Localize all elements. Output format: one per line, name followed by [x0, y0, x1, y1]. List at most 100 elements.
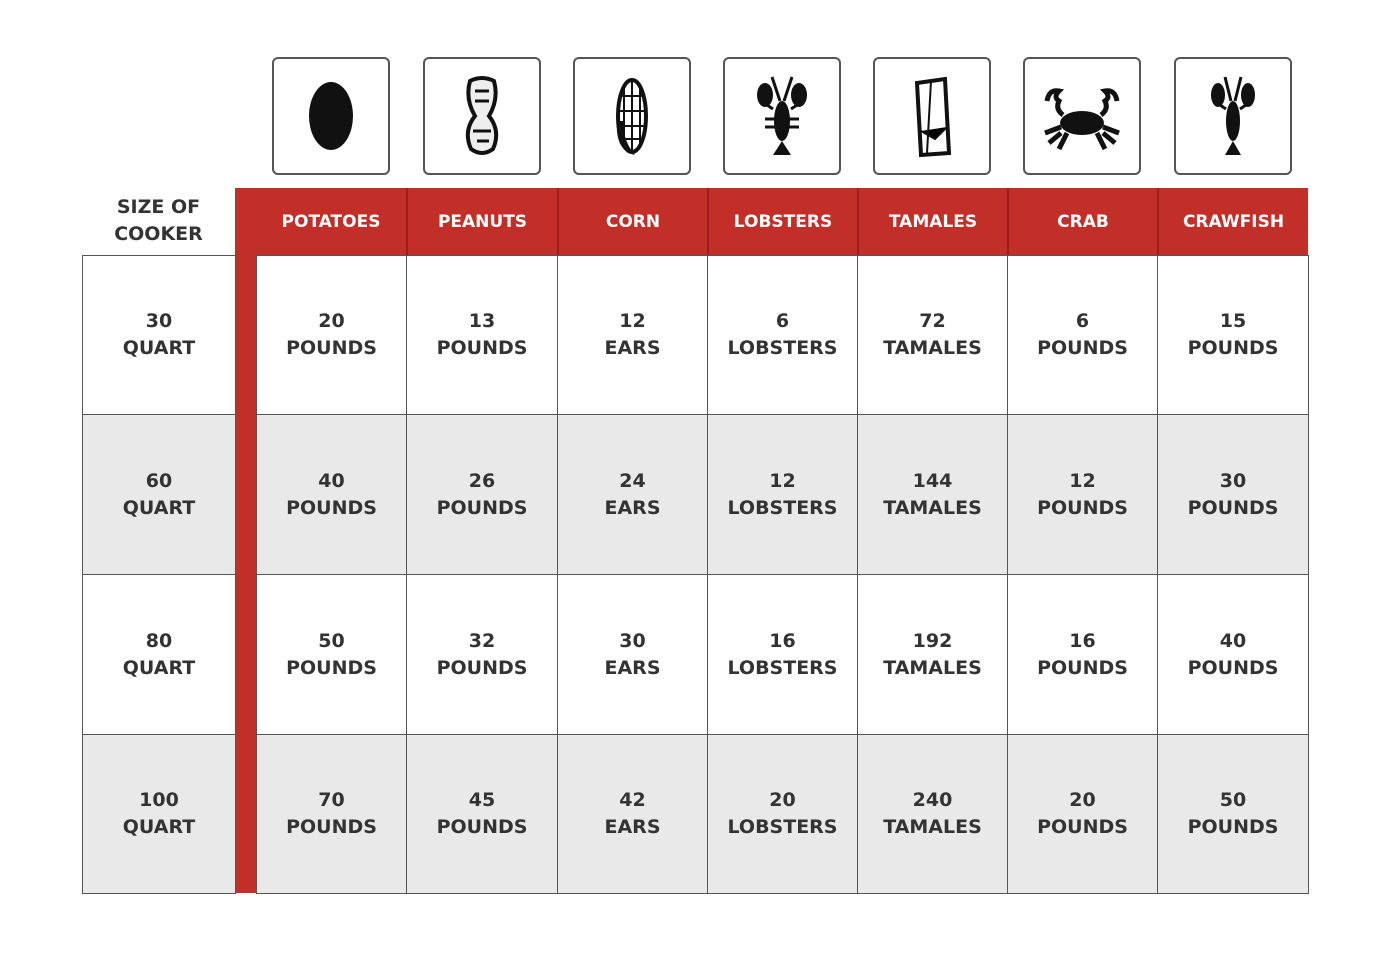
cell-quantity: 26 [468, 469, 496, 492]
table-cell-lobsters: 6 LOBSTERS [707, 255, 858, 415]
column-header-crawfish: CRAWFISH [1157, 188, 1308, 255]
cell-unit: POUNDS [286, 337, 377, 359]
row-header-cooker-size: 100 QUART [82, 734, 236, 894]
cell-unit: POUNDS [436, 816, 528, 838]
table-cell-tamales: 72 TAMALES [857, 255, 1008, 415]
cell-unit: POUNDS [1037, 656, 1128, 679]
table-cell-lobsters: 20 LOBSTERS [707, 734, 858, 894]
cooker-size-value: 100 [139, 789, 179, 811]
cell-unit: POUNDS [436, 337, 528, 359]
cell-unit: POUNDS [286, 496, 377, 519]
table-cell-crawfish: 50 POUNDS [1157, 734, 1309, 894]
table-cell-potatoes: 40 POUNDS [256, 414, 407, 575]
row-header-cooker-size: 30 QUART [82, 255, 236, 415]
cell-quantity: 6 [1075, 310, 1090, 332]
size-label-line1: SIZE OF [116, 196, 201, 218]
potato-icon-box [272, 57, 390, 175]
cell-quantity: 42 [619, 789, 646, 811]
cell-quantity: 30 [1219, 469, 1247, 492]
column-header-tamales: TAMALES [857, 188, 1007, 255]
row-header-cooker-size: 60 QUART [82, 414, 236, 575]
cell-quantity: 40 [318, 469, 345, 492]
cooker-size-value: 80 [145, 629, 173, 652]
table-cell-tamales: 240 TAMALES [857, 734, 1008, 894]
cell-quantity: 20 [1069, 789, 1096, 811]
lobster-icon-box [723, 57, 841, 175]
cooker-size-unit: QUART [122, 496, 196, 519]
cell-unit: POUNDS [436, 496, 528, 519]
size-label-line2: COOKER [114, 223, 203, 245]
table-cell-lobsters: 12 LOBSTERS [707, 414, 858, 575]
cell-quantity: 16 [769, 629, 796, 652]
table-cell-crab: 20 POUNDS [1007, 734, 1158, 894]
corn-icon [616, 78, 648, 155]
table-cell-lobsters: 16 LOBSTERS [707, 574, 858, 735]
cell-unit: LOBSTERS [727, 816, 838, 838]
column-header-potatoes: POTATOES [281, 211, 381, 232]
cell-quantity: 12 [769, 469, 796, 492]
table-cell-corn: 42 EARS [557, 734, 708, 894]
cell-quantity: 50 [1219, 789, 1247, 811]
table-cell-peanuts: 45 POUNDS [406, 734, 558, 894]
cell-quantity: 72 [919, 310, 946, 332]
cell-quantity: 13 [468, 310, 496, 332]
cell-quantity: 24 [619, 469, 646, 492]
cell-unit: POUNDS [436, 656, 528, 679]
cell-unit: TAMALES [883, 656, 982, 679]
table-cell-corn: 12 EARS [557, 255, 708, 415]
table-cell-potatoes: 70 POUNDS [256, 734, 407, 894]
cell-quantity: 144 [912, 469, 953, 492]
crawfish-icon [1210, 76, 1255, 155]
cell-quantity: 40 [1219, 629, 1247, 652]
table-cell-crawfish: 15 POUNDS [1157, 255, 1309, 415]
cooker-size-unit: QUART [122, 337, 196, 359]
cell-unit: POUNDS [286, 656, 377, 679]
size-of-cooker-label: SIZE OF COOKER [82, 194, 235, 248]
lobster-icon [757, 76, 807, 155]
cell-unit: EARS [604, 496, 661, 519]
cell-unit: POUNDS [1187, 816, 1279, 838]
cell-quantity: 192 [912, 629, 953, 652]
column-header-corn: CORN [557, 188, 707, 255]
table-cell-tamales: 192 TAMALES [857, 574, 1008, 735]
cell-quantity: 45 [468, 789, 496, 811]
tamale-icon [914, 76, 952, 158]
cell-quantity: 50 [318, 629, 345, 652]
column-header-crab: CRAB [1007, 188, 1157, 255]
cell-unit: LOBSTERS [727, 656, 838, 679]
peanut-icon-box [422, 57, 541, 175]
cell-quantity: 12 [619, 310, 646, 332]
cell-unit: EARS [604, 816, 661, 838]
cell-unit: POUNDS [1037, 816, 1128, 838]
table-cell-potatoes: 20 POUNDS [256, 255, 407, 415]
tamale-icon-box [873, 57, 991, 175]
red-divider-bar [235, 188, 256, 893]
cooker-size-value: 60 [145, 469, 173, 492]
table-cell-tamales: 144 TAMALES [857, 414, 1008, 575]
table-cell-crawfish: 30 POUNDS [1157, 414, 1309, 575]
cell-quantity: 70 [318, 789, 345, 811]
cell-unit: POUNDS [1037, 496, 1128, 519]
table-cell-peanuts: 26 POUNDS [406, 414, 558, 575]
cell-quantity: 6 [775, 310, 790, 332]
column-header-lobsters: LOBSTERS [707, 188, 857, 255]
cell-quantity: 20 [769, 789, 796, 811]
crab-icon [1044, 88, 1120, 151]
cell-unit: POUNDS [1187, 496, 1279, 519]
peanut-icon [465, 76, 498, 155]
cell-unit: POUNDS [286, 816, 377, 838]
table-cell-crab: 12 POUNDS [1007, 414, 1158, 575]
cell-unit: POUNDS [1187, 337, 1279, 359]
cell-quantity: 12 [1069, 469, 1096, 492]
row-header-cooker-size: 80 QUART [82, 574, 236, 735]
cell-unit: TAMALES [883, 816, 982, 838]
cell-unit: LOBSTERS [727, 337, 838, 359]
table-cell-crawfish: 40 POUNDS [1157, 574, 1309, 735]
table-cell-corn: 24 EARS [557, 414, 708, 575]
header-bar [235, 188, 1308, 255]
cell-unit: POUNDS [1187, 656, 1279, 679]
cooker-size-value: 30 [145, 310, 173, 332]
table-cell-corn: 30 EARS [557, 574, 708, 735]
cell-unit: EARS [604, 656, 661, 679]
cell-quantity: 20 [318, 310, 345, 332]
